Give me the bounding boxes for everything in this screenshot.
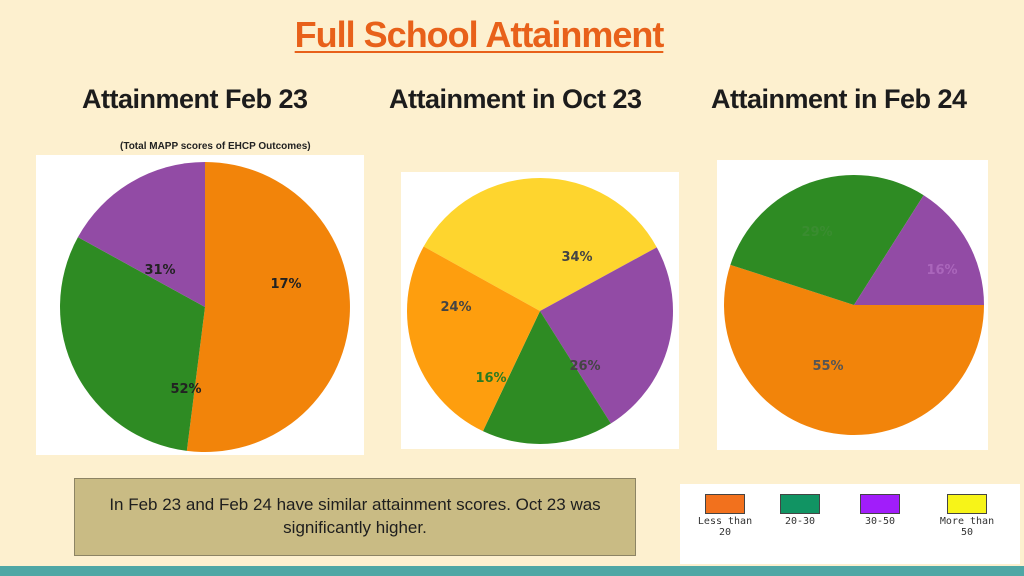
data-label: 34%: [561, 250, 592, 265]
legend-item-less-than-20: Less than 20: [690, 494, 760, 538]
data-label: 52%: [170, 382, 201, 397]
chart-title-feb23: Attainment Feb 23: [82, 84, 308, 114]
pie-chart-feb23: 52% 31% 17%: [36, 155, 364, 455]
legend-swatch-30-50: [860, 494, 900, 514]
data-label: 31%: [144, 263, 175, 278]
chart-title-oct23: Attainment in Oct 23: [389, 84, 642, 114]
chart-subtitle-feb23: (Total MAPP scores of EHCP Outcomes): [120, 141, 311, 152]
chart-title-feb24: Attainment in Feb 24: [711, 84, 967, 114]
pie-chart-oct23-svg: 34% 24% 16% 26%: [407, 178, 673, 444]
legend-swatch-20-30: [780, 494, 820, 514]
data-label: 55%: [812, 359, 843, 374]
legend-swatch-less-than-20: [705, 494, 745, 514]
pie-slice-30-50: [540, 247, 673, 424]
pie-slice-30-50: [77, 162, 205, 307]
pie-slice-more-than-50: [423, 178, 657, 311]
pie-chart-feb24: 55% 29% 16%: [717, 160, 988, 450]
slide-title-text: Full School Attainment: [294, 14, 665, 55]
legend-swatch-more-than-50: [947, 494, 987, 514]
summary-note: In Feb 23 and Feb 24 have similar attain…: [74, 478, 636, 556]
data-label: 16%: [926, 263, 957, 278]
legend-item-20-30: 20-30: [765, 494, 835, 527]
pie-slice-30-50: [854, 195, 984, 305]
pie-slice-20-30: [60, 237, 205, 451]
data-label: 26%: [569, 359, 600, 374]
legend-label-20-30: 20-30: [784, 516, 816, 527]
data-label: 24%: [440, 300, 471, 315]
legend: Less than 20 20-30 30-50 More than 50: [680, 484, 1020, 564]
pie-slice-less-than-20: [724, 264, 984, 435]
summary-note-text: In Feb 23 and Feb 24 have similar attain…: [109, 495, 601, 537]
legend-item-more-than-50: More than 50: [932, 494, 1002, 538]
pie-chart-feb24-svg: 55% 29% 16%: [724, 174, 984, 435]
pie-chart-feb23-svg: 52% 31% 17%: [60, 162, 350, 452]
pie-chart-oct23: 34% 24% 16% 26%: [401, 172, 679, 449]
pie-slice-20-30: [730, 174, 924, 305]
pie-slice-20-30: [482, 311, 611, 444]
data-label: 29%: [801, 225, 832, 240]
pie-slice-less-than-20: [186, 162, 350, 452]
slide-title: Full School Attainment: [0, 14, 958, 56]
legend-item-30-50: 30-50: [845, 494, 915, 527]
legend-label-more-than-50: More than 50: [939, 516, 995, 538]
pie-slice-less-than-20: [407, 246, 540, 432]
legend-label-30-50: 30-50: [864, 516, 896, 527]
data-label: 16%: [475, 371, 506, 386]
legend-label-less-than-20: Less than 20: [697, 516, 753, 538]
bottom-accent-bar: [0, 566, 1024, 576]
data-label: 17%: [270, 277, 301, 292]
